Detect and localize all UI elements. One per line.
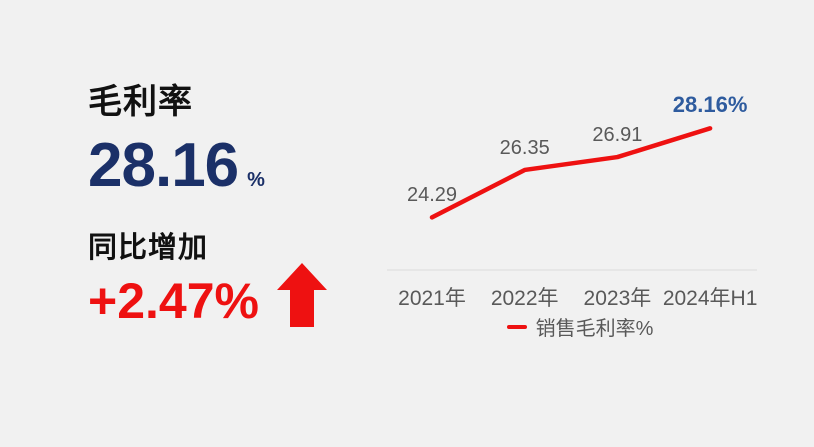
gross-margin-chart: 销售毛利率% 24.29 26.35 26.91 28.16% 2021年 2022年 20… [380,92,800,350]
yoy-change-label: 同比增加 [88,232,209,265]
kpi-value: 28.16 [88,131,239,201]
x-axis-label: 2021年 [398,287,466,310]
yoy-change-value: +2.47% [88,272,259,329]
x-axis-label: 2022年 [490,287,559,310]
kpi-panel: 毛利率 28.16 % 同比增加 +2.47% [88,83,358,332]
x-axis-label: 2023年 [583,287,652,310]
point-label: 26.35 [499,136,550,159]
point-label: 28.16% [672,92,748,118]
x-axis-label: 2024年H1 [662,287,758,310]
legend-marker [506,324,527,329]
chart-legend: 销售毛利率% [380,312,780,341]
series-line [429,126,713,220]
point-label: 24.29 [406,184,458,207]
kpi-title: 毛利率 [88,83,193,121]
kpi-value-row: 28.16 % [88,131,358,197]
line-chart-svg [387,126,757,271]
up-arrow-icon [276,263,327,332]
yoy-change-row: +2.47% [88,263,358,332]
point-label: 26.91 [592,124,643,147]
legend-label: 销售毛利率% [535,318,654,340]
kpi-value-unit: % [247,169,265,192]
